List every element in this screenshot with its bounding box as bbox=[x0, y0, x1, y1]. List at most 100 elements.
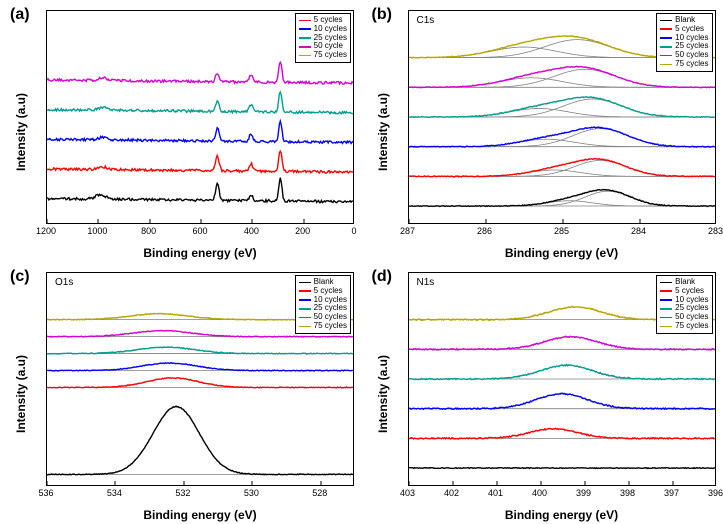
fit-envelope bbox=[409, 337, 715, 350]
x-tick-label: 1200 bbox=[36, 226, 56, 236]
legend-label: 75 cycles bbox=[675, 60, 708, 69]
plot-area-b: C1sBlank5 cycles10 cycles25 cycles50 cyc… bbox=[408, 10, 716, 224]
spectrum-trace-50 bbox=[409, 336, 715, 350]
x-tick-label: 399 bbox=[576, 488, 591, 498]
fit-envelope bbox=[409, 365, 715, 379]
spectrum-trace-5 bbox=[47, 378, 353, 388]
inner-title-c: O1s bbox=[55, 277, 73, 288]
x-tick-label: 534 bbox=[107, 488, 122, 498]
spectrum-trace-10 bbox=[47, 121, 353, 143]
y-axis-label-b: Intensity (a.u) bbox=[376, 92, 390, 170]
spectrum-trace-blank bbox=[409, 468, 715, 469]
x-tick-label: 283 bbox=[708, 226, 723, 236]
legend-swatch bbox=[299, 37, 311, 39]
fit-peak bbox=[409, 337, 715, 350]
legend-item: 75 cycles bbox=[299, 51, 347, 60]
figure: 5 cycles10 cycles25 cycles50 cycle75 cyc… bbox=[0, 0, 723, 524]
x-tick-label: 400 bbox=[244, 226, 259, 236]
fit-peak bbox=[409, 394, 715, 409]
x-tick-label: 401 bbox=[488, 488, 503, 498]
x-tick-label: 536 bbox=[38, 488, 53, 498]
spectrum-trace-10 bbox=[47, 363, 353, 371]
spectrum-trace-10 bbox=[409, 127, 715, 147]
inner-title-b: C1s bbox=[417, 15, 435, 26]
x-tick-label: 284 bbox=[631, 226, 646, 236]
x-axis-label-c: Binding energy (eV) bbox=[46, 508, 354, 522]
x-tick-label: 402 bbox=[444, 488, 459, 498]
legend-item: 75 cycles bbox=[660, 60, 708, 69]
fit-peak bbox=[409, 129, 715, 147]
legend-item: 75 cycles bbox=[299, 322, 347, 331]
spectrum-trace-blank bbox=[47, 178, 353, 203]
plot-area-a: 5 cycles10 cycles25 cycles50 cycle75 cyc… bbox=[46, 10, 354, 224]
legend-c: Blank5 cycles10 cycles25 cycles50 cycles… bbox=[295, 275, 351, 334]
plot-area-d: N1sBlank5 cycles10 cycles25 cycles50 cyc… bbox=[408, 272, 716, 486]
legend-swatch bbox=[660, 28, 672, 30]
spectrum-trace-10 bbox=[409, 393, 715, 409]
legend-swatch bbox=[660, 326, 672, 328]
x-tick-label: 398 bbox=[620, 488, 635, 498]
spectrum-trace-blank bbox=[47, 406, 353, 475]
panel-d: N1sBlank5 cycles10 cycles25 cycles50 cyc… bbox=[362, 262, 723, 524]
panel-label-a: (a) bbox=[10, 6, 30, 24]
x-tick-label: 530 bbox=[244, 488, 259, 498]
legend-swatch bbox=[660, 290, 672, 292]
legend-swatch bbox=[660, 20, 672, 22]
x-ticks-c: 536534532530528 bbox=[46, 488, 354, 502]
legend-item: 75 cycles bbox=[660, 322, 708, 331]
legend-swatch bbox=[660, 299, 672, 301]
x-ticks-a: 120010008006004002000 bbox=[46, 226, 354, 240]
spectrum-trace-5 bbox=[409, 428, 715, 439]
spectrum-trace-25 bbox=[47, 92, 353, 114]
legend-swatch bbox=[299, 326, 311, 328]
x-axis-label-b: Binding energy (eV) bbox=[408, 246, 716, 260]
spectrum-trace-25 bbox=[47, 347, 353, 354]
x-tick-label: 200 bbox=[295, 226, 310, 236]
x-tick-label: 600 bbox=[192, 226, 207, 236]
fit-peak bbox=[409, 99, 715, 117]
panel-c: O1s Blank5 cycles10 cycles25 cycles50 cyc… bbox=[0, 262, 362, 524]
legend-swatch bbox=[299, 290, 311, 292]
legend-swatch bbox=[299, 308, 311, 310]
fit-envelope bbox=[409, 190, 715, 206]
spectrum-trace-5 bbox=[409, 159, 715, 177]
spectrum-trace-50 bbox=[47, 62, 353, 84]
panel-grid: 5 cycles10 cycles25 cycles50 cycle75 cyc… bbox=[0, 0, 723, 524]
x-tick-label: 285 bbox=[554, 226, 569, 236]
legend-label: 75 cycles bbox=[314, 322, 347, 331]
legend-swatch bbox=[660, 308, 672, 310]
legend-swatch bbox=[660, 37, 672, 39]
x-tick-label: 800 bbox=[141, 226, 156, 236]
legend-swatch bbox=[299, 55, 311, 57]
fit-envelope bbox=[409, 127, 715, 146]
spectrum-trace-25 bbox=[409, 97, 715, 118]
x-axis-label-d: Binding energy (eV) bbox=[408, 508, 716, 522]
legend-swatch bbox=[660, 46, 672, 48]
x-tick-label: 528 bbox=[312, 488, 327, 498]
fit-peak bbox=[409, 429, 715, 439]
x-tick-label: 396 bbox=[708, 488, 723, 498]
legend-a: 5 cycles10 cycles25 cycles50 cycle75 cyc… bbox=[295, 13, 351, 63]
x-tick-label: 287 bbox=[400, 226, 415, 236]
x-tick-label: 397 bbox=[664, 488, 679, 498]
x-tick-label: 403 bbox=[400, 488, 415, 498]
x-axis-label-a: Binding energy (eV) bbox=[46, 246, 354, 260]
panel-label-d: (d) bbox=[372, 268, 392, 286]
legend-swatch bbox=[660, 55, 672, 57]
fit-envelope bbox=[409, 394, 715, 409]
y-axis-label-a: Intensity (a.u) bbox=[14, 92, 28, 170]
x-ticks-d: 403402401400399398397396 bbox=[408, 488, 716, 502]
legend-swatch bbox=[299, 28, 311, 30]
fit-peak bbox=[409, 78, 715, 88]
inner-title-d: N1s bbox=[417, 277, 435, 288]
x-tick-label: 400 bbox=[532, 488, 547, 498]
legend-swatch bbox=[660, 64, 672, 66]
panel-label-b: (b) bbox=[372, 6, 392, 24]
fit-envelope bbox=[409, 159, 715, 176]
spectrum-trace-25 bbox=[409, 365, 715, 380]
legend-swatch bbox=[660, 317, 672, 319]
legend-swatch bbox=[299, 20, 311, 22]
fit-peak bbox=[409, 365, 715, 379]
fit-peak bbox=[47, 407, 353, 475]
y-axis-label-d: Intensity (a.u) bbox=[376, 354, 390, 432]
